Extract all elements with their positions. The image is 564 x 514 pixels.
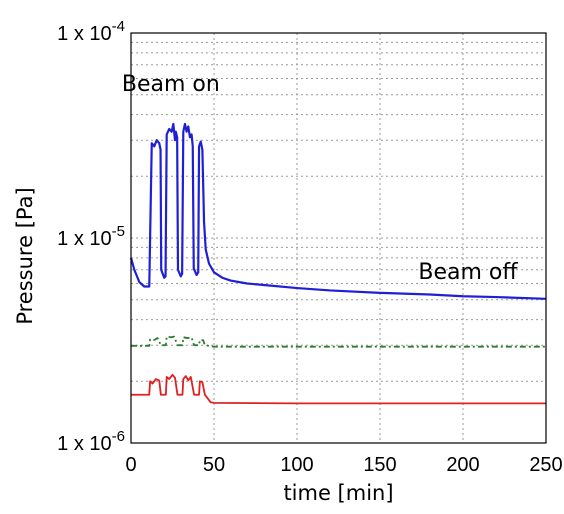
- x-tick-label: 50: [203, 454, 225, 476]
- data-series-group: [129, 122, 547, 405]
- y-tick-label: 1 x 10-4: [57, 18, 125, 45]
- series-line-1: [129, 122, 547, 300]
- x-tick-label: 100: [280, 454, 313, 476]
- x-axis-title: time [min]: [283, 481, 393, 505]
- series-line-2: [131, 335, 546, 348]
- y-tick-labels: 1 x 10-6 1 x 10-5 1 x 10-4: [57, 18, 125, 455]
- x-tick-label: 150: [363, 454, 396, 476]
- annotation-label: Beam on: [122, 72, 220, 97]
- x-tick-label: 200: [446, 454, 479, 476]
- x-tick-labels: 0 50 100 150 200 250: [125, 454, 562, 476]
- y-tick-label: 1 x 10-5: [57, 223, 125, 250]
- grid-lines: [131, 33, 546, 443]
- series-line-3: [131, 373, 546, 405]
- x-tick-label: 250: [529, 454, 562, 476]
- y-axis-title: Pressure [Pa]: [13, 187, 37, 324]
- x-tick-label: 0: [125, 454, 136, 476]
- y-tick-label: 1 x 10-6: [57, 428, 125, 455]
- plot-frame: [130, 32, 547, 444]
- annotation-label: Beam off: [418, 260, 518, 285]
- annotations: Beam on Beam off: [122, 72, 519, 285]
